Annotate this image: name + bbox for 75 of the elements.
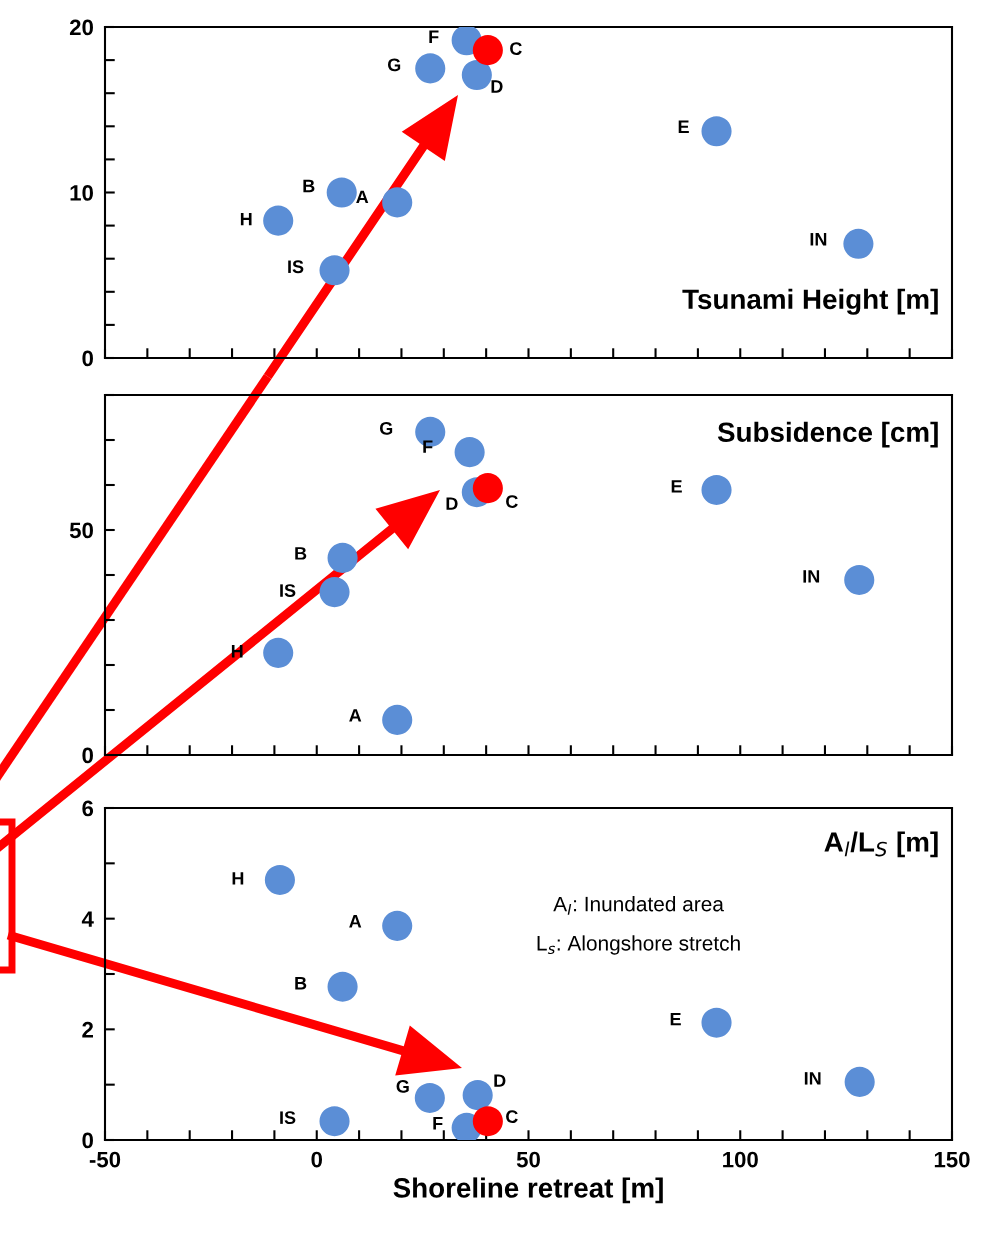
annotation: F [429, 30, 439, 43]
annotation: IN [804, 1072, 821, 1085]
point [472, 35, 503, 66]
y-tick-label: 10 [70, 185, 93, 201]
point [701, 116, 732, 147]
x-tick-label: -50 [89, 1151, 121, 1168]
point [263, 637, 294, 668]
annotation: H [232, 872, 244, 885]
y-tick-label: 2 [82, 1021, 93, 1038]
point [462, 1080, 493, 1111]
annotation: A [356, 190, 369, 204]
point [382, 704, 413, 735]
text: Subsidence [cm] [717, 421, 938, 448]
y-tick-label: 50 [69, 522, 93, 539]
annotation: E [678, 120, 689, 133]
text: Tsunami Height [m] [682, 288, 938, 315]
point [461, 59, 492, 91]
point [326, 177, 357, 208]
y-tick-label: 4 [81, 911, 94, 927]
annotation: D [494, 1074, 506, 1087]
annotation: A$_{I}$: Inundated area [553, 896, 724, 915]
annotation: C [506, 495, 518, 508]
point [319, 1106, 350, 1137]
y-tick-label: 20 [69, 19, 93, 36]
annotation: G [387, 58, 401, 72]
annotation: C [506, 1110, 518, 1124]
y-tick-label: 0 [82, 350, 93, 367]
point [472, 473, 503, 504]
point [327, 542, 358, 573]
y-tick-label: 0 [82, 747, 93, 764]
point [263, 205, 294, 236]
y-tick-label: 6 [82, 800, 94, 817]
annotation: B [303, 179, 315, 193]
point [382, 187, 413, 218]
annotation: IS [280, 1111, 296, 1125]
annotation: IS [288, 260, 304, 274]
point [843, 228, 874, 259]
point [319, 255, 350, 286]
annotation: D [446, 497, 458, 510]
annotation: D [491, 80, 503, 93]
annotation: G [379, 421, 393, 435]
annotation: G [396, 1080, 409, 1093]
annotation: E [670, 1012, 681, 1026]
point [264, 864, 295, 895]
annotation: IN [803, 570, 820, 583]
annotation: B [295, 547, 307, 560]
annotation: H [231, 645, 243, 658]
point [472, 1106, 503, 1137]
annotation: B [295, 976, 307, 990]
x-tick-label: 0 [311, 1151, 323, 1168]
annotation: F [433, 1117, 443, 1130]
x-axis-title: Shoreline retreat [m] [393, 1177, 663, 1204]
x-tick-label: 50 [516, 1151, 540, 1168]
annotation: A [349, 709, 362, 722]
x-tick-label: 100 [723, 1151, 758, 1168]
y-tick-label: 0 [82, 1132, 93, 1149]
point [844, 1066, 875, 1097]
point [327, 971, 358, 1002]
x-tick-label: 150 [934, 1151, 970, 1168]
annotation: H [240, 212, 252, 226]
annotation: C [510, 42, 522, 56]
point [382, 910, 413, 941]
point [701, 474, 732, 506]
annotation: A [349, 915, 362, 928]
point [415, 53, 446, 84]
point [701, 1007, 732, 1038]
text: A$_{l}$/L$_{S}$ [m] [824, 831, 938, 858]
point [454, 437, 485, 468]
annotation: IS [280, 584, 296, 597]
annotation: L$_{s}$: Alongshore stretch [537, 935, 740, 955]
point [414, 1082, 445, 1113]
point [319, 577, 350, 608]
point [844, 564, 875, 596]
annotation: IN [810, 233, 827, 246]
annotation: E [671, 480, 682, 493]
